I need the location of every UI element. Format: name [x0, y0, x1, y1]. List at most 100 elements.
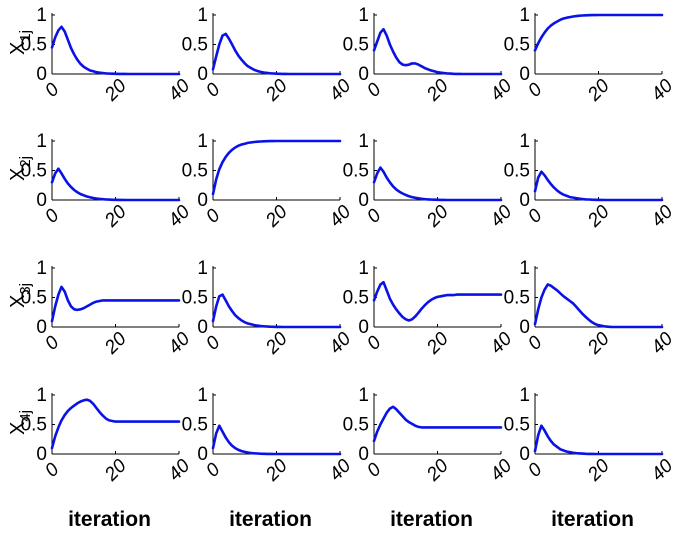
subplot-r1-c4: 0 0.5 1 0 20 40 — [504, 5, 673, 106]
y-tick-label: 1 — [358, 5, 369, 26]
x-tick-label: 40 — [325, 455, 355, 485]
row-label-main: X — [7, 42, 29, 55]
y-tick-label: 1 — [358, 258, 369, 279]
y-tick-label: 0.5 — [182, 161, 208, 182]
y-tick-label: 0 — [519, 64, 530, 85]
series-line-r4-c4 — [533, 424, 664, 456]
series-line-r1-c4 — [533, 13, 664, 52]
y-tick-label: 0 — [519, 444, 530, 465]
series-line-r3-c4 — [533, 283, 664, 329]
subplot-r3-c1: 0 0.5 1 0 20 40 — [21, 258, 195, 359]
series-line-r2-c4 — [533, 170, 664, 202]
x-tick-label: 20 — [261, 455, 292, 486]
x-tick-label: 0 — [524, 459, 547, 482]
x-tick-label: 40 — [164, 328, 194, 358]
x-tick-label: 20 — [422, 201, 453, 232]
y-tick-label: 0 — [36, 444, 47, 465]
x-tick-label: 40 — [164, 201, 194, 231]
y-tick-label: 1 — [197, 385, 208, 406]
series-line-r4-c1 — [50, 398, 181, 450]
x-tick-label: 0 — [41, 79, 64, 102]
x-tick-label: 20 — [261, 75, 292, 106]
y-tick-label: 0.5 — [504, 415, 530, 436]
row-label-2: X2j — [7, 156, 34, 181]
y-tick-label: 0.5 — [21, 415, 47, 436]
y-tick-label: 1 — [197, 258, 208, 279]
x-tick-label: 0 — [363, 205, 386, 228]
x-tick-label: 20 — [422, 455, 453, 486]
y-tick-label: 0 — [519, 190, 530, 211]
x-tick-label: 40 — [647, 328, 673, 358]
x-tick-label: 20 — [422, 328, 453, 359]
y-tick-label: 0 — [358, 444, 369, 465]
subplot-r2-c2: 0 0.5 1 0 20 40 — [182, 131, 356, 232]
series-line-r1-c1 — [50, 25, 181, 76]
x-tick-label: 40 — [647, 201, 673, 231]
x-tick-label: 40 — [325, 201, 355, 231]
x-tick-label: 40 — [486, 328, 516, 358]
y-tick-label: 0.5 — [343, 35, 369, 56]
y-tick-label: 0 — [36, 64, 47, 85]
row-label-4: X4j — [7, 410, 34, 435]
x-tick-label: 0 — [202, 459, 225, 482]
x-tick-label: 0 — [524, 79, 547, 102]
subplot-r2-c3: 0 0.5 1 0 20 40 — [343, 131, 517, 232]
row-label-subscript: 3j — [17, 283, 34, 295]
x-tick-label: 20 — [583, 328, 614, 359]
y-tick-label: 0.5 — [182, 288, 208, 309]
x-tick-label: 0 — [41, 459, 64, 482]
row-label-subscript: 2j — [17, 156, 34, 168]
y-tick-label: 1 — [197, 131, 208, 152]
subplot-r2-c1: 0 0.5 1 0 20 40 — [21, 131, 195, 232]
y-tick-label: 0.5 — [21, 288, 47, 309]
x-tick-label: 0 — [41, 332, 64, 355]
y-tick-label: 0 — [358, 190, 369, 211]
series-line-r1-c3 — [372, 27, 503, 76]
subplot-r3-c4: 0 0.5 1 0 20 40 — [504, 258, 673, 359]
series-line-r2-c3 — [372, 166, 503, 202]
y-tick-label: 1 — [197, 5, 208, 26]
y-tick-label: 1 — [519, 5, 530, 26]
x-tick-label: 40 — [647, 455, 673, 485]
x-tick-label: 20 — [100, 328, 131, 359]
x-tick-label: 40 — [486, 201, 516, 231]
y-tick-label: 0.5 — [21, 35, 47, 56]
subplot-r1-c1: 0 0.5 1 0 20 40 — [21, 5, 195, 106]
y-tick-label: 1 — [358, 131, 369, 152]
subplot-r4-c4: 0 0.5 1 0 20 40 — [504, 385, 673, 486]
y-tick-label: 0 — [197, 64, 208, 85]
x-tick-label: 20 — [100, 455, 131, 486]
x-axis-label: iteration — [551, 508, 634, 531]
y-tick-label: 1 — [519, 258, 530, 279]
y-tick-label: 1 — [36, 258, 47, 279]
y-tick-label: 0 — [197, 444, 208, 465]
y-tick-label: 0.5 — [343, 161, 369, 182]
y-tick-label: 0 — [197, 190, 208, 211]
y-tick-label: 0.5 — [182, 415, 208, 436]
x-tick-label: 40 — [325, 328, 355, 358]
row-label-main: X — [7, 168, 29, 181]
subplot-r1-c2: 0 0.5 1 0 20 40 — [182, 5, 356, 106]
y-tick-label: 0.5 — [21, 161, 47, 182]
x-tick-label: 0 — [202, 332, 225, 355]
x-tick-label: 0 — [363, 79, 386, 102]
x-tick-label: 20 — [100, 75, 131, 106]
y-tick-label: 0 — [358, 317, 369, 338]
series-line-r3-c1 — [50, 285, 181, 323]
series-line-r3-c3 — [372, 280, 503, 322]
y-tick-label: 1 — [519, 385, 530, 406]
x-tick-label: 40 — [486, 75, 516, 105]
y-tick-label: 1 — [519, 131, 530, 152]
subplot-r4-c1: 0 0.5 1 0 20 40 — [21, 385, 195, 486]
x-tick-label: 0 — [363, 332, 386, 355]
x-tick-label: 20 — [422, 75, 453, 106]
row-label-main: X — [7, 422, 29, 435]
subplot-r3-c2: 0 0.5 1 0 20 40 — [182, 258, 356, 359]
x-tick-label: 40 — [164, 455, 194, 485]
y-tick-label: 0 — [36, 190, 47, 211]
x-axis-label: iteration — [68, 508, 151, 531]
x-tick-label: 40 — [325, 75, 355, 105]
series-line-r2-c1 — [50, 167, 181, 202]
x-tick-label: 20 — [261, 201, 292, 232]
y-tick-label: 0.5 — [504, 161, 530, 182]
